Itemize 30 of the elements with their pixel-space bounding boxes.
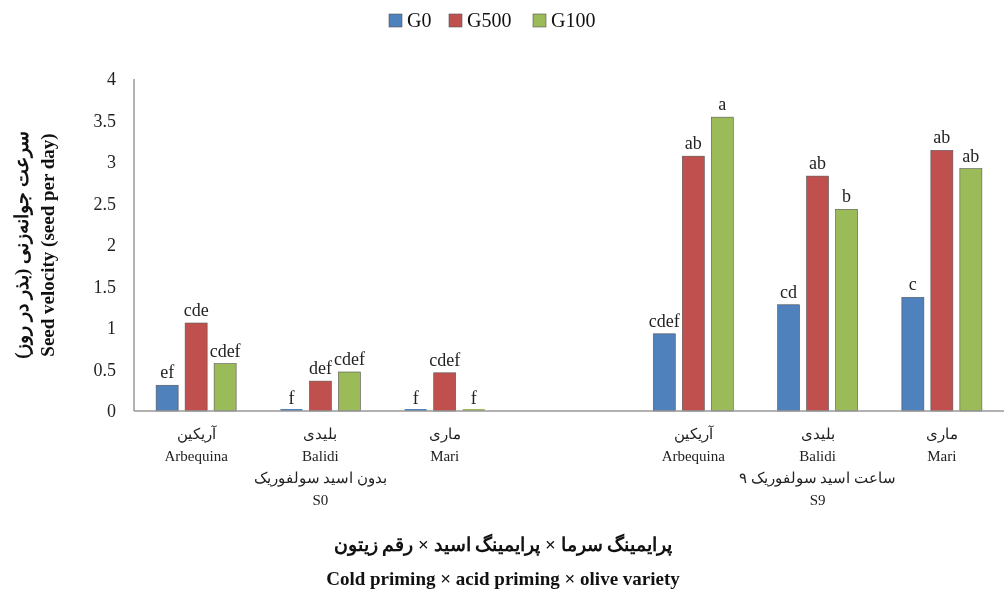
y-tick-label: 1.5 bbox=[93, 276, 116, 297]
y-tick-label: 3 bbox=[107, 152, 116, 172]
data-label: ab bbox=[962, 145, 980, 166]
legend-label: G0 bbox=[407, 9, 432, 31]
data-label: cd bbox=[780, 281, 798, 302]
data-label: f bbox=[412, 388, 419, 408]
data-label: cdef bbox=[209, 340, 241, 361]
y-tick-label: 2.5 bbox=[93, 193, 116, 214]
data-label: a bbox=[718, 94, 727, 115]
y-tick-label: 1 bbox=[107, 318, 116, 338]
data-label: cdef bbox=[429, 349, 461, 370]
data-label: b bbox=[842, 186, 852, 207]
data-label: f bbox=[470, 388, 477, 408]
y-tick-label: 0.5 bbox=[93, 359, 116, 380]
y-tick-label: 2 bbox=[107, 235, 116, 255]
y-tick-label: 0 bbox=[107, 401, 116, 421]
data-label: cdef bbox=[333, 348, 365, 369]
data-label: ef bbox=[160, 362, 175, 383]
legend-label: G100 bbox=[551, 9, 596, 31]
data-label: c bbox=[908, 274, 917, 295]
data-label: ab bbox=[684, 133, 702, 154]
data-label: cde bbox=[183, 300, 209, 321]
data-label: ab bbox=[933, 127, 951, 148]
y-tick-label: 3.5 bbox=[93, 110, 116, 131]
data-label: cdef bbox=[648, 310, 680, 331]
legend-label: G500 bbox=[467, 9, 512, 31]
y-tick-label: 4 bbox=[107, 69, 116, 89]
data-label: f bbox=[288, 388, 295, 408]
data-label: def bbox=[308, 358, 332, 379]
data-label: ab bbox=[809, 153, 827, 174]
